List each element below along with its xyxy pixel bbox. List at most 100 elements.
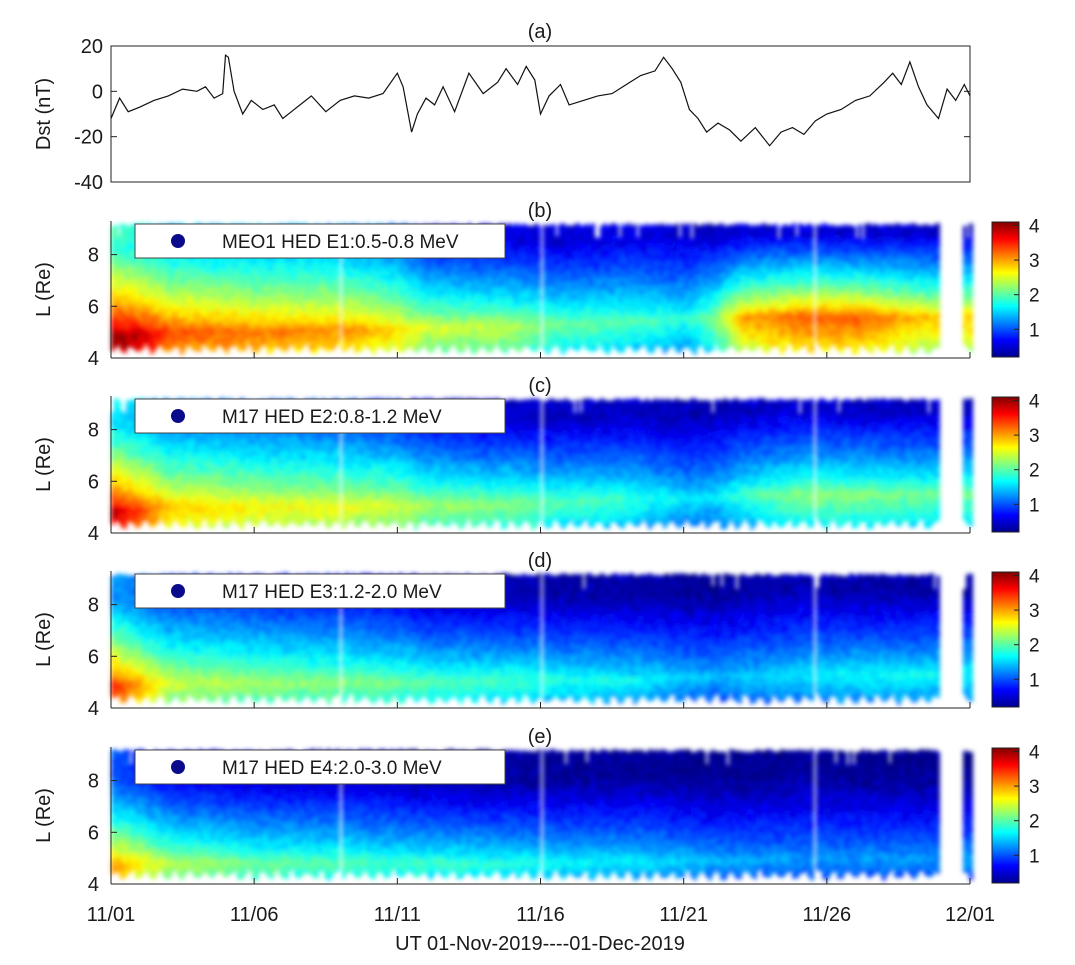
flux-cell <box>174 284 178 289</box>
flux-cell <box>249 267 253 272</box>
flux-cell <box>168 264 172 269</box>
flux-cell <box>201 340 205 345</box>
flux-cell <box>243 258 247 263</box>
flux-cell <box>162 262 166 267</box>
flux-cell <box>228 309 232 314</box>
flux-cell <box>132 316 136 321</box>
flux-cell <box>162 337 166 342</box>
flux-cell <box>210 276 214 281</box>
flux-cell <box>132 230 136 235</box>
flux-cell <box>234 317 238 322</box>
flux-cell <box>243 296 247 301</box>
flux-cell <box>198 332 202 337</box>
flux-cell <box>222 302 226 307</box>
flux-cell <box>186 319 190 324</box>
flux-cell <box>255 278 259 283</box>
flux-cell <box>165 301 169 306</box>
flux-cell <box>207 295 211 300</box>
flux-cell <box>138 288 142 293</box>
flux-cell <box>180 319 184 324</box>
flux-cell <box>240 273 244 278</box>
flux-cell <box>249 292 253 297</box>
panel-label-a: (a) <box>528 21 552 43</box>
flux-cell <box>243 333 247 338</box>
flux-cell <box>120 310 124 315</box>
flux-cell <box>168 295 172 300</box>
flux-cell <box>234 308 238 313</box>
flux-cell <box>201 256 205 261</box>
flux-cell <box>228 278 232 283</box>
flux-cell <box>210 313 214 318</box>
flux-cell <box>192 299 196 304</box>
flux-cell <box>135 325 139 330</box>
flux-cell <box>180 332 184 337</box>
flux-cell <box>159 270 163 275</box>
flux-cell <box>249 323 253 328</box>
flux-cell <box>213 303 217 308</box>
flux-cell <box>150 294 154 299</box>
flux-cell <box>207 283 211 288</box>
flux-cell <box>129 271 133 276</box>
flux-cell <box>117 332 121 337</box>
flux-cell <box>255 309 259 314</box>
flux-cell <box>219 296 223 301</box>
flux-cell <box>198 266 202 271</box>
flux-cell <box>123 293 127 298</box>
flux-cell <box>168 261 172 266</box>
dst-series-line <box>110 53 971 147</box>
flux-cell <box>126 238 130 243</box>
flux-cell <box>198 347 202 352</box>
flux-cell <box>255 296 259 301</box>
flux-cell <box>126 334 130 339</box>
flux-cell <box>174 268 178 273</box>
flux-cell <box>126 315 130 320</box>
flux-cell <box>234 323 238 328</box>
flux-cell <box>228 269 232 274</box>
flux-cell <box>129 228 133 233</box>
flux-cell <box>216 260 220 265</box>
flux-cell <box>204 314 208 319</box>
flux-cell <box>141 285 145 290</box>
flux-cell <box>120 279 124 284</box>
flux-cell <box>135 347 139 352</box>
flux-cell <box>132 332 136 337</box>
flux-cell <box>240 298 244 303</box>
flux-cell <box>213 275 217 280</box>
flux-cell <box>231 288 235 293</box>
flux-cell <box>135 288 139 293</box>
flux-cell <box>162 281 166 286</box>
flux-cell <box>129 253 133 258</box>
flux-cell <box>255 312 259 317</box>
flux-cell <box>198 319 202 324</box>
flux-cell <box>141 276 145 281</box>
flux-cell <box>123 324 127 329</box>
flux-cell <box>117 255 121 260</box>
flux-cell <box>147 337 151 342</box>
flux-cell <box>198 313 202 318</box>
flux-cell <box>114 293 118 298</box>
flux-cell <box>246 330 250 335</box>
flux-cell <box>195 257 199 262</box>
flux-cell <box>228 312 232 317</box>
flux-cell <box>159 298 163 303</box>
flux-cell <box>243 265 247 270</box>
flux-cell <box>189 259 193 264</box>
flux-cell <box>174 330 178 335</box>
flux-cell <box>252 270 256 275</box>
flux-cell <box>216 316 220 321</box>
flux-cell <box>246 287 250 292</box>
flux-cell <box>117 279 121 284</box>
flux-cell <box>201 303 205 308</box>
flux-cell <box>135 309 139 314</box>
flux-cell <box>255 340 259 345</box>
flux-cell <box>177 322 181 327</box>
flux-cell <box>141 335 145 340</box>
flux-cell <box>117 248 121 253</box>
flux-cell <box>246 277 250 282</box>
flux-cell <box>219 274 223 279</box>
flux-cell <box>249 335 253 340</box>
flux-cell <box>126 275 130 280</box>
flux-cell <box>255 318 259 323</box>
flux-cell <box>198 282 202 287</box>
flux-cell <box>258 322 262 327</box>
